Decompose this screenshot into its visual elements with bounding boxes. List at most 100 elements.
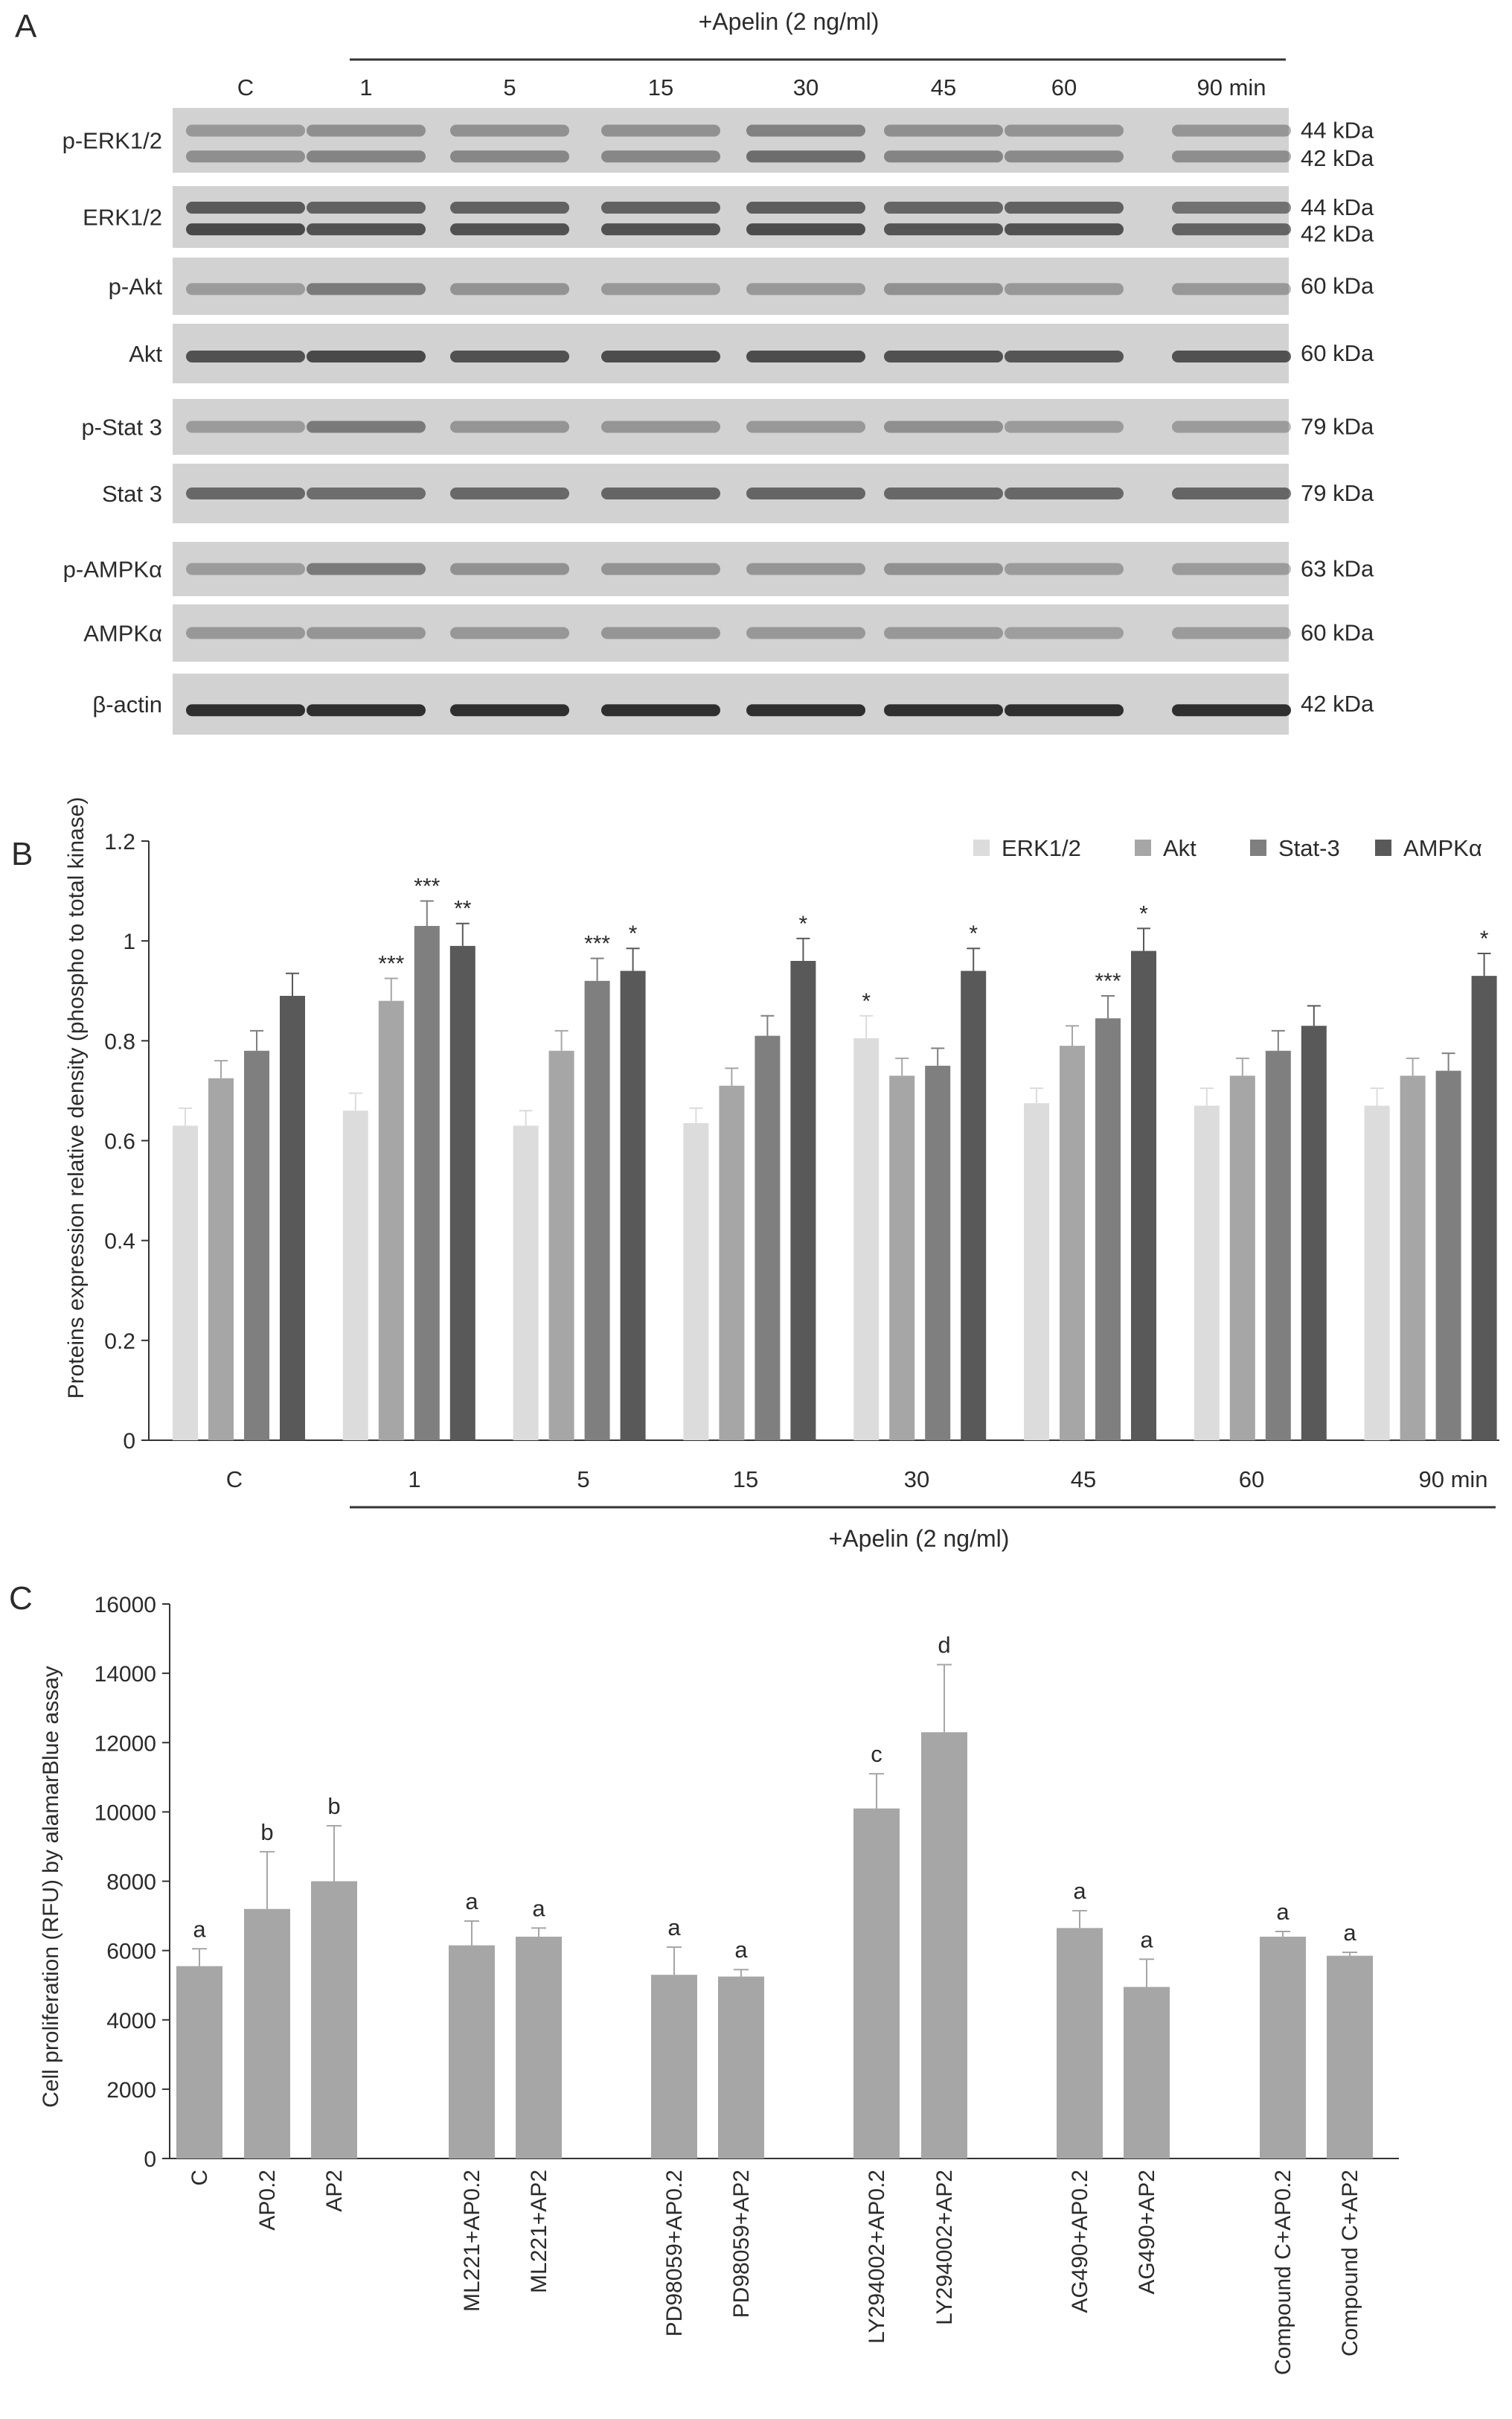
b-bar (1364, 1105, 1390, 1440)
panel-b-chart: B 0 0.2 0.4 0.6 0.8 1 1.2 Proteins expression … (11, 797, 1499, 1552)
c-x-tick-label: Compound C+AP0.2 (1271, 2170, 1295, 2375)
blot-band (186, 202, 305, 214)
c-bar (921, 1732, 967, 2158)
c-bar (516, 1937, 562, 2158)
c-bar (176, 1966, 222, 2158)
panel-c-label: C (9, 1580, 33, 1617)
blot-band (884, 202, 1003, 214)
blot-band (1005, 488, 1124, 499)
blot-size-label: 60 kDa (1301, 620, 1374, 646)
c-significance-letter: a (734, 1937, 748, 1963)
blot-band (450, 563, 569, 575)
blot-band (746, 563, 865, 575)
c-significance-letter: a (193, 1916, 206, 1942)
blot-row-label: p-ERK1/2 (63, 128, 162, 154)
blot-band (450, 627, 569, 639)
c-significance-letter: c (871, 1741, 882, 1767)
c-x-tick-label: AP2 (322, 2170, 347, 2212)
blot-band (884, 704, 1003, 717)
b-significance-label: * (862, 989, 871, 1014)
blot-band (1172, 124, 1291, 137)
blot-band (1005, 124, 1124, 137)
panel-a-label: A (15, 8, 37, 45)
blot-row-label: Akt (129, 341, 162, 367)
blot-band (884, 150, 1003, 163)
b-bar (755, 1035, 781, 1440)
b-legend-swatch (1135, 840, 1151, 856)
b-y-tick-label: 0.2 (104, 1329, 135, 1354)
b-bar (683, 1123, 709, 1440)
b-significance-label: *** (414, 875, 440, 899)
b-bar (790, 961, 816, 1440)
blot-band (1172, 627, 1291, 639)
panel-c-chart: C 0200040006000800010000120001400016000 … (9, 1580, 1399, 2375)
blot-band (884, 124, 1003, 137)
c-x-tick-label: LY294002+AP2 (932, 2170, 957, 2325)
blot-size-label: 42 kDa (1301, 145, 1374, 171)
blot-band (746, 150, 865, 163)
b-bar (1471, 976, 1497, 1440)
b-y-tick-label: 0.4 (104, 1230, 135, 1254)
blot-band (1005, 150, 1124, 163)
b-legend-label: Akt (1163, 835, 1197, 861)
blot-band (746, 704, 865, 717)
c-x-tick-label: LY294002+AP0.2 (865, 2170, 889, 2344)
c-significance-letter: d (938, 1632, 950, 1658)
blot-band (601, 202, 720, 214)
b-bar (280, 995, 305, 1440)
blot-band (186, 627, 305, 639)
blot-lane-label: 30 (793, 74, 819, 100)
blot-treatment-label: +Apelin (2 ng/ml) (699, 8, 880, 35)
blot-row-label: p-Akt (109, 274, 163, 300)
blot-lane-label: 5 (503, 74, 516, 100)
b-y-tick-label: 0.6 (104, 1130, 135, 1154)
b-bar (889, 1076, 915, 1440)
b-bar (961, 971, 987, 1440)
c-significance-letter: b (260, 1819, 273, 1845)
blot-lane-labels: C 1 5 15 30 45 60 90 min (237, 74, 1266, 100)
blot-band (884, 283, 1003, 295)
blot-lane-label: 45 (931, 74, 956, 100)
b-y-axis: 0 0.2 0.4 0.6 0.8 1 1.2 (104, 830, 1499, 1454)
blot-band (1172, 351, 1291, 362)
blot-band (884, 563, 1003, 575)
blot-band (307, 351, 426, 362)
blot-strip (173, 108, 1289, 173)
blot-size-label: 60 kDa (1301, 273, 1374, 299)
b-bars: *********** * ******** (173, 875, 1497, 1440)
b-bar (925, 1065, 951, 1440)
b-legend-label: Stat-3 (1278, 835, 1340, 861)
blot-band (1005, 627, 1124, 639)
blot-band (307, 563, 426, 575)
blot-size-label: 79 kDa (1301, 480, 1374, 506)
c-x-tick-label: PD98059+AP0.2 (662, 2170, 687, 2336)
b-significance-label: * (1480, 927, 1489, 951)
b-x-tick-label: 90 min (1418, 1466, 1487, 1492)
blot-band (601, 421, 720, 433)
b-bar (1435, 1070, 1461, 1440)
blot-band (1172, 150, 1291, 163)
blot-band (884, 223, 1003, 236)
blot-band (307, 150, 426, 163)
b-x-tick-label: 45 (1071, 1466, 1096, 1492)
b-significance-label: *** (1095, 969, 1121, 994)
blot-band (307, 627, 426, 639)
c-x-tick-label: AG490+AP0.2 (1068, 2170, 1092, 2313)
b-x-tick-label: 5 (577, 1466, 589, 1492)
blot-lane-label: 60 (1051, 74, 1077, 100)
c-significance-letter: a (1343, 1920, 1356, 1946)
b-significance-label: *** (378, 951, 404, 976)
blot-band (746, 124, 865, 137)
c-bar (1327, 1955, 1373, 2158)
c-x-tick-label: AP0.2 (255, 2170, 280, 2231)
b-legend-swatch (1250, 840, 1266, 856)
b-significance-label: * (969, 921, 978, 946)
blot-band (1172, 283, 1291, 295)
c-significance-letter: a (1276, 1899, 1290, 1925)
b-bar (449, 945, 475, 1440)
blot-band (601, 223, 720, 236)
blot-band (601, 150, 720, 163)
c-x-axis-labels: C AP0.2 AP2 ML221+AP0.2 ML221+AP2 PD98059+AP0… (188, 2170, 1362, 2375)
blot-band (186, 488, 305, 499)
c-bar (1260, 1937, 1306, 2158)
